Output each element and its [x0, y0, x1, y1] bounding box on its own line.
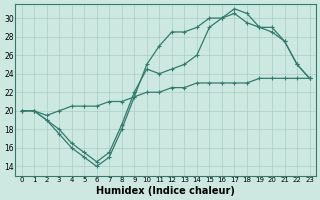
- X-axis label: Humidex (Indice chaleur): Humidex (Indice chaleur): [96, 186, 235, 196]
